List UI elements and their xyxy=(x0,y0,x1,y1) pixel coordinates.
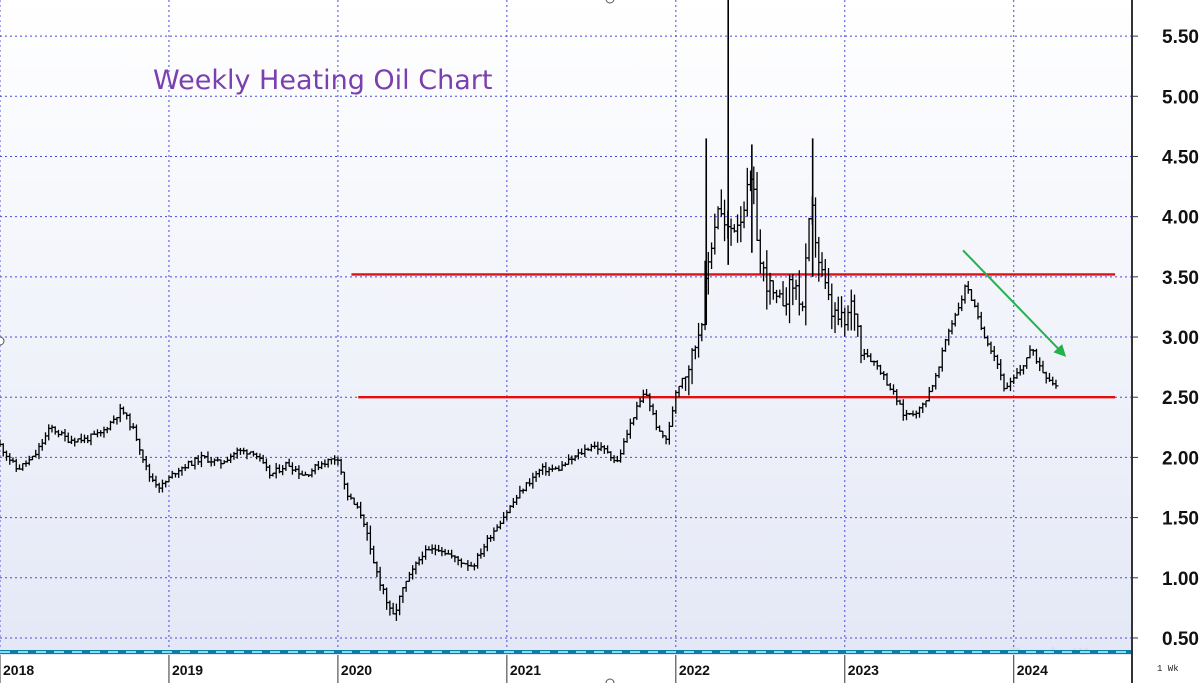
price-bars xyxy=(0,0,1059,621)
frequency-label: 1 Wk xyxy=(1157,664,1179,674)
x-tick-label: 2020 xyxy=(341,662,372,678)
y-tick-label: 4.50 xyxy=(1162,147,1199,168)
y-axis-panel xyxy=(1132,0,1200,683)
x-tick-label: 2024 xyxy=(1017,662,1048,678)
y-tick-label: 2.00 xyxy=(1162,448,1199,469)
x-axis-ticks: 2018 2019 2020 2021 2022 2023 2024 xyxy=(0,655,1048,683)
y-tick-label: 1.50 xyxy=(1162,509,1199,530)
y-tick-label: 5.00 xyxy=(1162,87,1199,108)
trend-arrow xyxy=(962,249,1067,357)
y-axis-ticks: 0.50 1.00 1.50 2.00 2.50 3.00 3.50 4.00 4.50 5.00… xyxy=(1132,27,1199,650)
plot-area xyxy=(0,0,1132,655)
x-tick-label: 2019 xyxy=(172,662,203,678)
y-tick-label: 1.00 xyxy=(1162,569,1199,590)
y-tick-label: 5.50 xyxy=(1162,27,1199,48)
x-axis-panel xyxy=(0,655,1132,683)
y-tick-label: 3.50 xyxy=(1162,268,1199,289)
y-tick-label: 2.50 xyxy=(1162,388,1199,409)
scroll-handle-bottom[interactable] xyxy=(605,678,615,688)
y-tick-label: 0.50 xyxy=(1162,629,1199,650)
x-tick-label: 2022 xyxy=(679,662,710,678)
y-tick-label: 3.00 xyxy=(1162,328,1199,349)
chart-title: Weekly Heating Oil Chart xyxy=(153,65,492,96)
support-resistance-lines xyxy=(351,273,1116,399)
scroll-handle-top[interactable] xyxy=(605,0,615,4)
x-tick-label: 2018 xyxy=(3,662,34,678)
x-tick-label: 2023 xyxy=(848,662,879,678)
x-tick-label: 2021 xyxy=(510,662,541,678)
scroll-handle-left[interactable] xyxy=(0,336,5,346)
y-tick-label: 4.00 xyxy=(1162,208,1199,229)
